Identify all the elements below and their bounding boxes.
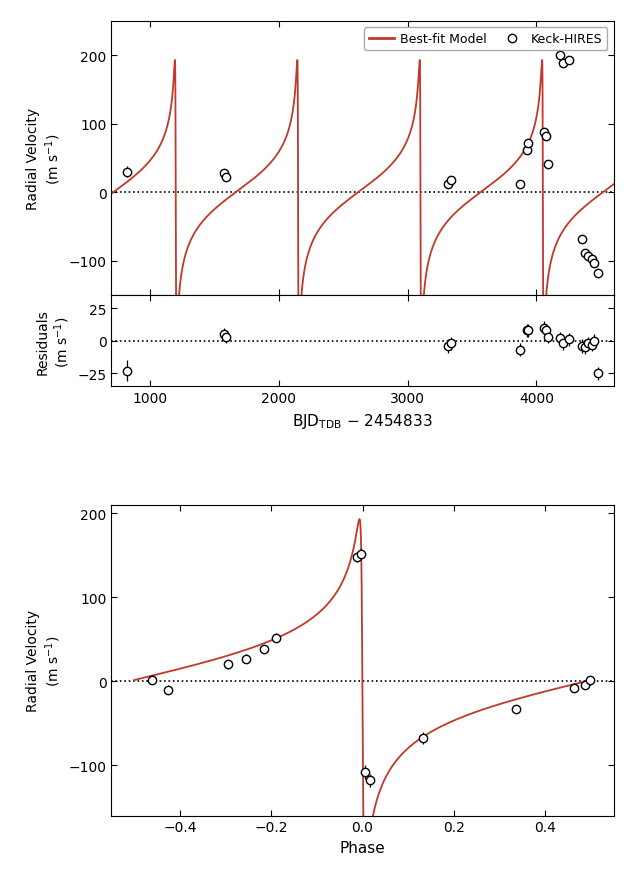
X-axis label: Phase: Phase	[340, 840, 385, 855]
Y-axis label: Radial Velocity
(m s$^{-1}$): Radial Velocity (m s$^{-1}$)	[26, 610, 63, 711]
Legend: Best-fit Model, Keck-HIRES: Best-fit Model, Keck-HIRES	[364, 28, 607, 51]
X-axis label: BJD$_{\mathrm{TDB}}$ $-$ 2454833: BJD$_{\mathrm{TDB}}$ $-$ 2454833	[292, 411, 433, 431]
Y-axis label: Radial Velocity
(m s$^{-1}$): Radial Velocity (m s$^{-1}$)	[26, 108, 63, 210]
Y-axis label: Residuals
(m s$^{-1}$): Residuals (m s$^{-1}$)	[35, 309, 72, 374]
